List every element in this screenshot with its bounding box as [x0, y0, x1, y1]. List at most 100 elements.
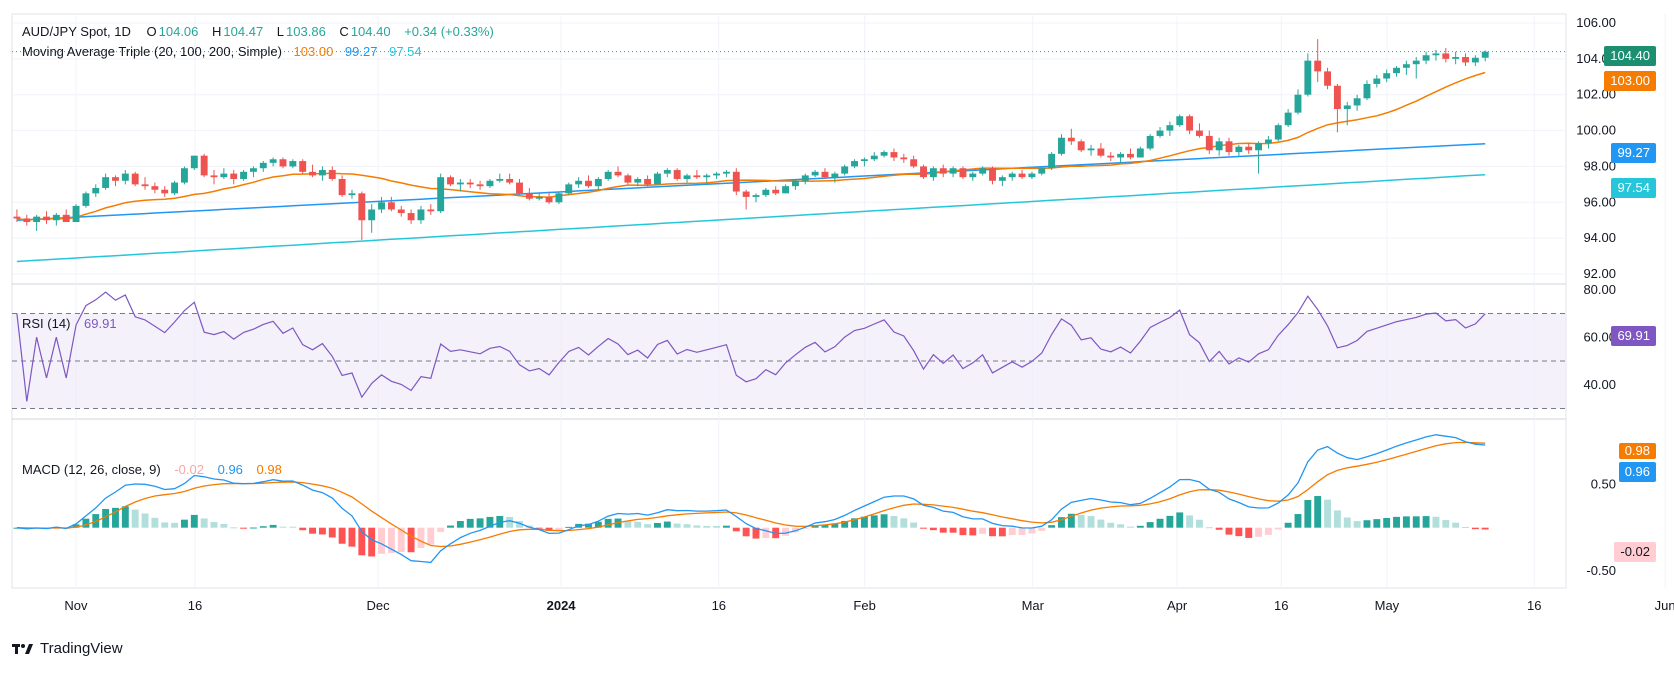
- macd-histogram-bar: [1393, 516, 1400, 528]
- ma100-line: [16, 142, 1486, 221]
- macd-histogram-bar: [220, 524, 228, 528]
- macd-histogram-bar: [634, 521, 642, 528]
- macd-histogram-bar: [1008, 527, 1016, 536]
- macd-histogram-bar: [259, 526, 267, 528]
- candle-body: [171, 182, 179, 194]
- candle-body: [1018, 173, 1026, 178]
- candle-body: [752, 195, 760, 197]
- macd-histogram-bar: [1462, 526, 1469, 528]
- macd-histogram-bar: [939, 527, 947, 533]
- macd-histogram-bar: [654, 522, 661, 528]
- macd-histogram-bar: [151, 517, 159, 528]
- open-value: 104.06: [158, 24, 199, 39]
- candle-body: [732, 171, 740, 192]
- candle-body: [1077, 141, 1085, 151]
- time-axis-label: 16: [1274, 598, 1288, 613]
- macd-histogram-bar: [959, 527, 967, 536]
- open-label: O: [146, 24, 157, 39]
- candle-body: [1432, 53, 1440, 56]
- candle-body: [575, 180, 583, 185]
- rsi-tick-label: 80.00: [1583, 282, 1616, 297]
- macd-title[interactable]: MACD (12, 26, close, 9): [22, 462, 161, 477]
- candle-body: [476, 184, 484, 187]
- candle-body: [791, 180, 799, 187]
- candle-body: [1393, 67, 1400, 74]
- macd-histogram-bar: [427, 527, 435, 545]
- candle-body: [181, 168, 188, 183]
- rsi-legend: RSI (14) 69.91: [22, 316, 119, 331]
- candle-body: [1274, 125, 1282, 140]
- macd-histogram-bar: [309, 527, 317, 534]
- macd-histogram-bar: [1264, 527, 1272, 535]
- macd-histogram-bar: [289, 526, 297, 528]
- macd-histogram-bar: [910, 522, 918, 528]
- candle-body: [1136, 148, 1144, 158]
- candle-body: [772, 189, 780, 194]
- candle-body: [811, 171, 819, 176]
- macd-histogram-bar: [230, 527, 238, 529]
- time-axis-label: Jun: [1655, 598, 1674, 613]
- candle-body: [112, 177, 119, 181]
- macd-histogram-bar: [929, 527, 937, 531]
- macd-histogram-bar: [1067, 513, 1075, 528]
- rsi-title[interactable]: RSI (14): [22, 316, 71, 331]
- macd-histogram-bar: [1412, 516, 1420, 528]
- macd-histogram-bar: [1146, 522, 1154, 528]
- macd-histogram-bar: [1235, 527, 1243, 537]
- macd-histogram-bar: [190, 514, 198, 528]
- candle-body: [1402, 64, 1410, 68]
- ma200-value: 97.54: [389, 44, 422, 59]
- watermark-text: TradingView: [40, 640, 123, 657]
- candle-body: [279, 159, 287, 167]
- candle-body: [210, 175, 218, 178]
- rsi-line: [16, 291, 1486, 402]
- low-value: 103.86: [286, 24, 326, 39]
- candle-body: [860, 159, 868, 162]
- high-label: H: [212, 24, 222, 39]
- macd-histogram-bar: [1245, 527, 1253, 538]
- macd-histogram-bar: [1048, 525, 1056, 528]
- macd-histogram-bar: [1186, 515, 1194, 528]
- macd-histogram-bar: [545, 527, 553, 531]
- macd-histogram-bar: [1107, 522, 1115, 528]
- tradingview-logo-icon: [12, 643, 33, 654]
- candle-body: [1097, 148, 1105, 156]
- candle-body: [910, 159, 918, 167]
- macd-histogram-bar: [456, 521, 464, 528]
- candle-body: [427, 209, 435, 212]
- candle-body: [703, 175, 711, 178]
- candle-body: [900, 157, 908, 160]
- symbol-label[interactable]: AUD/JPY Spot, 1D: [22, 24, 131, 39]
- candle-body: [131, 173, 139, 185]
- macd-histogram-bar: [161, 522, 169, 528]
- candle-body: [535, 196, 543, 199]
- macd-histogram-bar: [1324, 499, 1331, 528]
- ma100-tag: 99.27: [1611, 143, 1656, 163]
- macd-histogram-bar: [1156, 518, 1164, 528]
- tradingview-watermark: TradingView: [12, 640, 123, 657]
- candle-body: [82, 193, 90, 206]
- hist-value: -0.02: [174, 462, 204, 477]
- time-axis-label: May: [1375, 598, 1400, 613]
- macd-histogram-bar: [299, 527, 307, 531]
- macd-histogram-bar: [713, 525, 721, 528]
- rsi-tag: 69.91: [1611, 326, 1656, 346]
- ma-title[interactable]: Moving Average Triple (20, 100, 200, Sim…: [22, 44, 282, 59]
- macd-histogram-bar: [1018, 527, 1026, 535]
- candle-body: [417, 209, 425, 221]
- macd-histogram-bar: [900, 518, 908, 528]
- candle-body: [1324, 71, 1331, 86]
- macd-histogram-bar: [880, 514, 888, 528]
- candle-body: [230, 173, 238, 179]
- macd-histogram-bar: [1117, 524, 1125, 528]
- candle-body: [496, 178, 504, 181]
- macd-histogram-bar: [249, 527, 257, 529]
- candle-body: [634, 178, 642, 183]
- price-tick-label: 94.00: [1583, 230, 1616, 245]
- macd-histogram-bar: [338, 527, 346, 544]
- candle-body: [161, 189, 169, 194]
- macd-histogram-bar: [1363, 520, 1371, 528]
- time-axis-label: 16: [188, 598, 202, 613]
- candle-body: [1383, 73, 1391, 79]
